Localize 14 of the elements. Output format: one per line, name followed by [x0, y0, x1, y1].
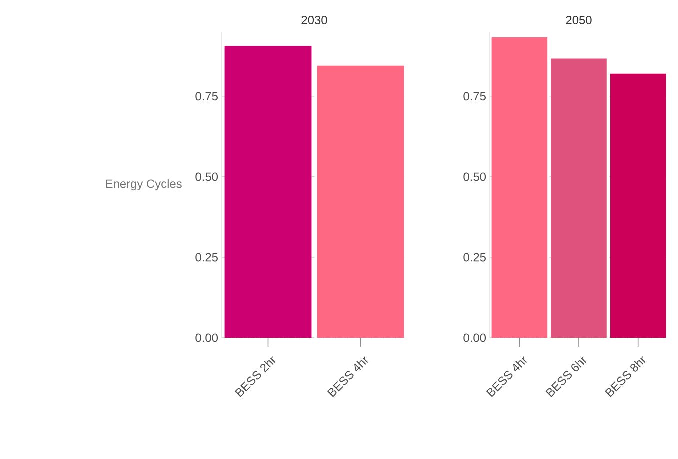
y-tick-label: 0.50 [196, 172, 218, 182]
y-tick-label: 0.25 [464, 253, 486, 262]
y-tick-label: 0.25 [196, 253, 218, 262]
y-tick-label: 0.75 [464, 92, 486, 101]
chart-title: 2030 [302, 16, 328, 24]
y-axis-title: Energy Cycles [106, 179, 182, 191]
y-tick-label: 0.00 [464, 334, 486, 342]
y-tick-label: 0.75 [196, 92, 218, 101]
y-tick-label: 0.50 [464, 172, 486, 182]
bar [610, 74, 666, 338]
bar [492, 37, 548, 338]
chart-title: 2050 [566, 16, 592, 24]
y-tick-label: 0.00 [196, 334, 218, 342]
bar [551, 58, 607, 338]
